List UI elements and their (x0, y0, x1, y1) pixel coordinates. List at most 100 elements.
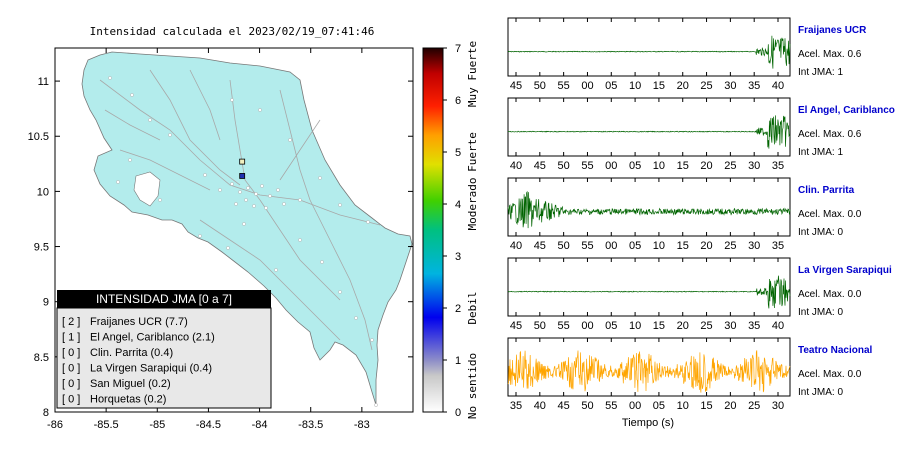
waveform-tick-label: 50 (558, 240, 570, 252)
legend-item-level: [ 0 ] (62, 363, 80, 375)
waveform-tick-label: 20 (677, 320, 689, 332)
intensity-legend: INTENSIDAD JMA [0 a 7] [ 2 ] Fraijanes UC… (56, 290, 272, 409)
waveform-tick-label: 10 (629, 320, 641, 332)
station-int-jma: Int JMA: 1 (798, 147, 843, 158)
waveform-tick-label: 15 (700, 400, 712, 412)
map-x-axis: -86 -85.5 -85 -84.5 -84 -83.5 -83 (47, 48, 370, 431)
colorbar-tick-label: 6 (455, 95, 461, 107)
station-marker-el-angel (239, 173, 246, 179)
waveform-tick-label: 35 (772, 160, 784, 172)
waveform-tick-label: 05 (605, 80, 617, 92)
legend-item-name: El Angel, Cariblanco (2.1) (90, 332, 215, 344)
colorbar-tick-label: 2 (455, 303, 461, 315)
waveform-panel: 40 45 50 55 00 05 10 15 20 25 30 35 Clin. Parrita Ace… (507, 177, 862, 252)
legend-item-level: [ 0 ] (62, 394, 80, 406)
waveform-tick-label: 40 (510, 160, 522, 172)
map-x-tick-label: -84 (252, 419, 268, 431)
waveform-tick-label: 50 (534, 80, 546, 92)
station-marker-fraijanes (239, 158, 246, 165)
waveform-panel: 45 50 55 00 05 10 15 20 25 30 35 40 La Virgen Sarapi… (507, 257, 892, 332)
waveform-tick-label: 45 (534, 240, 546, 252)
map-y-tick-label: 8 (43, 407, 49, 419)
legend-item-name: Clin. Parrita (0.4) (90, 347, 173, 359)
waveform-trace (508, 275, 791, 309)
waveform-tick-label: 30 (724, 80, 736, 92)
colorbar-tick-label: 0 (455, 407, 461, 419)
waveform-tick-label: 20 (700, 240, 712, 252)
waveform-tick-label: 40 (510, 240, 522, 252)
station-int-jma: Int JMA: 0 (798, 387, 843, 398)
waveform-tick-label: 05 (629, 160, 641, 172)
station-name: La Virgen Sarapiqui (798, 265, 892, 276)
waveform-tick-label: 25 (748, 400, 760, 412)
map-y-tick-label: 8.5 (34, 352, 49, 364)
waveform-tick-label: 25 (724, 160, 736, 172)
waveform-tick-label: 10 (653, 240, 665, 252)
waveform-tick-label: 00 (581, 80, 593, 92)
legend-item-name: Fraijanes UCR (7.7) (90, 316, 188, 328)
legend-item-level: [ 1 ] (62, 332, 80, 344)
waveform-panel: 45 50 55 00 05 10 15 20 25 30 35 40 Fraijanes UCR Ace… (507, 17, 867, 92)
colorbar-category-label: Muy Fuerte (466, 41, 479, 107)
waveform-tick-label: 55 (605, 400, 617, 412)
waveform-tick-label: 15 (653, 80, 665, 92)
waveform-trace (507, 115, 791, 149)
waveform-tick-label: 15 (677, 160, 689, 172)
waveform-tick-label: 05 (629, 240, 641, 252)
colorbar-category-label: Moderado (466, 178, 479, 231)
waveform-tick-label: 55 (558, 80, 570, 92)
colorbar-category-label: Debil (466, 291, 479, 324)
waveform-tick-label: 10 (653, 160, 665, 172)
waveform-tick-label: 20 (724, 400, 736, 412)
station-accel-max: Acel. Max. 0.0 (798, 369, 862, 380)
waveform-tick-label: 45 (534, 160, 546, 172)
waveform-tick-label: 40 (534, 400, 546, 412)
waveform-tick-label: 20 (700, 160, 712, 172)
waveform-trace (507, 35, 791, 69)
colorbar-tick-label: 1 (455, 355, 461, 367)
colorbar-tick-label: 4 (455, 199, 461, 211)
station-name: Clin. Parrita (798, 185, 855, 196)
waveform-tick-label: 00 (629, 400, 641, 412)
colorbar-category-label: Fuerte (466, 132, 479, 172)
waveform-tick-label: 10 (677, 400, 689, 412)
station-int-jma: Int JMA: 1 (798, 67, 843, 78)
station-int-jma: Int JMA: 0 (798, 307, 843, 318)
jma-colorbar: 0 1 2 3 4 5 6 7 No sentido Debil Moderado Fuerte Mu… (422, 41, 479, 419)
legend-title: INTENSIDAD JMA [0 a 7] (96, 292, 232, 306)
legend-item-level: [ 0 ] (62, 347, 80, 359)
waveform-panel: 35 40 45 50 55 00 05 10 15 20 25 30 Teatro Nacional A… (507, 337, 872, 412)
waveform-tick-label: 30 (724, 320, 736, 332)
gulf-of-nicoya (133, 171, 161, 207)
waveform-tick-label: 50 (581, 400, 593, 412)
costa-rica-landmass (81, 51, 413, 406)
waveform-tick-label: 25 (724, 240, 736, 252)
waveform-tick-label: 40 (772, 320, 784, 332)
station-accel-max: Acel. Max. 0.6 (798, 129, 862, 140)
waveform-tick-label: 05 (605, 320, 617, 332)
map-title: Intensidad calculada el 2023/02/19_07:41… (90, 25, 375, 38)
map-y-tick-label: 10.5 (28, 131, 49, 143)
waveform-tick-label: 50 (534, 320, 546, 332)
waveform-tick-label: 25 (700, 320, 712, 332)
waveform-trace (507, 190, 791, 229)
map-y-tick-label: 9 (43, 297, 49, 309)
waveform-tick-label: 10 (629, 80, 641, 92)
waveform-tick-label: 35 (748, 320, 760, 332)
time-axis-label: Tiempo (s) (622, 417, 674, 429)
station-name: Fraijanes UCR (798, 25, 867, 36)
station-accel-max: Acel. Max. 0.6 (798, 49, 862, 60)
waveform-tick-label: 50 (558, 160, 570, 172)
waveform-tick-label: 35 (772, 240, 784, 252)
waveform-tick-label: 55 (581, 240, 593, 252)
map-x-tick-label: -85.5 (94, 419, 119, 431)
legend-item-name: San Miguel (0.2) (90, 378, 171, 390)
waveform-trace (507, 350, 791, 393)
colorbar-tick-label: 3 (455, 251, 461, 263)
station-int-jma: Int JMA: 0 (798, 227, 843, 238)
map-x-tick-label: -83.5 (298, 419, 323, 431)
map-x-tick-label: -84.5 (196, 419, 221, 431)
waveform-panel: 40 45 50 55 00 05 10 15 20 25 30 35 El Angel, Caribl… (507, 97, 895, 172)
station-name: Teatro Nacional (798, 345, 872, 356)
map-y-tick-label: 10 (37, 186, 49, 198)
